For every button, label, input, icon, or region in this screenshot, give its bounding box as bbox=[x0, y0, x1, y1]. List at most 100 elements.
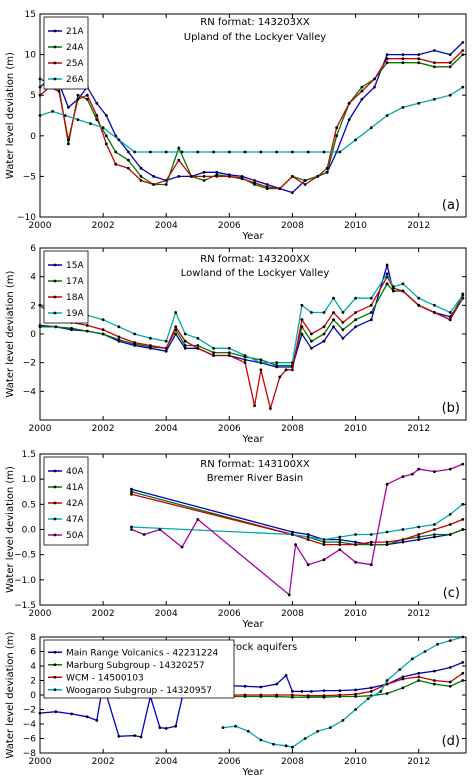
data-point bbox=[306, 694, 310, 698]
data-point bbox=[265, 185, 269, 189]
x-tick-label: 2006 bbox=[218, 757, 241, 767]
data-point bbox=[291, 150, 294, 154]
data-point bbox=[385, 482, 389, 486]
data-point bbox=[417, 57, 421, 61]
data-point bbox=[133, 341, 137, 344]
data-point bbox=[164, 179, 168, 182]
y-tick-label: 0.5 bbox=[22, 500, 36, 510]
data-point bbox=[259, 685, 263, 689]
legend-marker bbox=[53, 45, 57, 49]
x-axis-label: Year bbox=[241, 434, 264, 445]
data-point bbox=[373, 85, 376, 89]
y-tick-label: 2 bbox=[30, 677, 36, 687]
data-point bbox=[95, 101, 99, 105]
legend-marker bbox=[53, 650, 57, 654]
data-point bbox=[126, 158, 130, 162]
data-point bbox=[227, 346, 231, 350]
data-point bbox=[369, 296, 373, 300]
data-point bbox=[259, 368, 263, 372]
data-point bbox=[322, 538, 326, 541]
y-tick-label: −5 bbox=[23, 172, 36, 182]
legend-label: 42A bbox=[66, 499, 84, 509]
chart-panel-2: 2000 2002 2004 2006 2008 2010 2012 −4 −2 0 2 4 6 RN f… bbox=[5, 244, 467, 445]
data-point bbox=[360, 85, 364, 89]
data-point bbox=[347, 101, 351, 105]
data-point bbox=[149, 150, 152, 154]
legend-marker bbox=[53, 263, 57, 267]
data-point bbox=[392, 289, 395, 293]
data-point bbox=[164, 339, 168, 343]
data-point bbox=[335, 126, 338, 130]
data-point bbox=[448, 93, 452, 97]
data-point bbox=[130, 490, 133, 494]
data-point bbox=[366, 697, 370, 700]
data-point bbox=[85, 93, 89, 97]
data-point bbox=[215, 170, 219, 174]
data-point bbox=[291, 695, 294, 699]
data-point bbox=[354, 708, 357, 711]
data-point bbox=[401, 53, 405, 56]
data-point bbox=[401, 61, 405, 65]
x-tick-label: 2008 bbox=[281, 609, 304, 619]
data-point bbox=[341, 328, 345, 332]
data-point bbox=[369, 690, 373, 693]
legend-marker bbox=[53, 279, 57, 283]
panel-subtitle: Bremer River Basin bbox=[207, 473, 304, 484]
panel-tag: (c) bbox=[443, 586, 460, 601]
data-point bbox=[174, 311, 178, 314]
data-point bbox=[448, 680, 452, 684]
data-point bbox=[227, 351, 231, 354]
series-line-19a bbox=[39, 272, 464, 364]
data-point bbox=[448, 53, 452, 56]
data-point bbox=[234, 724, 238, 728]
data-point bbox=[104, 142, 108, 146]
data-point bbox=[196, 518, 200, 521]
data-point bbox=[433, 528, 436, 531]
data-point bbox=[180, 150, 184, 154]
data-point bbox=[275, 364, 279, 367]
data-point bbox=[149, 336, 152, 340]
data-point bbox=[67, 142, 70, 146]
data-point bbox=[310, 332, 313, 336]
data-point bbox=[322, 543, 326, 546]
chart-panel-3: 2000 2002 2004 2006 2008 2010 2012 −1.5 −1.0 −0.5… bbox=[5, 450, 467, 630]
data-point bbox=[291, 533, 294, 536]
x-tick-label: 2008 bbox=[281, 221, 304, 231]
data-point bbox=[322, 694, 326, 698]
data-point bbox=[294, 543, 297, 546]
data-point bbox=[433, 523, 436, 526]
data-point bbox=[322, 540, 326, 544]
data-point bbox=[411, 657, 414, 661]
x-tick-label: 2010 bbox=[344, 757, 367, 767]
data-point bbox=[284, 368, 288, 372]
data-point bbox=[259, 693, 263, 697]
data-point bbox=[212, 150, 216, 154]
data-point bbox=[183, 339, 187, 343]
legend-label: Woogaroo Subgroup - 14320957 bbox=[66, 686, 212, 696]
data-point bbox=[369, 318, 373, 322]
data-point bbox=[85, 324, 89, 327]
data-point bbox=[243, 361, 247, 365]
data-point bbox=[373, 77, 376, 81]
data-point bbox=[275, 150, 279, 154]
legend-label: 24A bbox=[66, 43, 84, 53]
y-tick-label: −8 bbox=[23, 749, 37, 759]
data-point bbox=[101, 126, 105, 130]
data-point bbox=[433, 669, 436, 673]
y-tick-label: −2 bbox=[23, 706, 36, 716]
data-point bbox=[101, 318, 105, 322]
data-point bbox=[76, 97, 80, 101]
data-point bbox=[174, 332, 178, 336]
data-point bbox=[417, 675, 421, 679]
data-point bbox=[448, 318, 452, 322]
legend-marker bbox=[53, 675, 57, 679]
data-point bbox=[369, 543, 373, 546]
data-point bbox=[104, 114, 108, 117]
legend: 15A 17A 18A 19A bbox=[43, 250, 89, 324]
data-point bbox=[117, 335, 121, 339]
legend-label: 41A bbox=[66, 483, 84, 493]
data-point bbox=[417, 101, 421, 105]
y-axis-label: Water level deviation (m) bbox=[5, 270, 16, 397]
panel-title: Bedrock aquifers bbox=[213, 642, 297, 653]
panel-title: RN format: 143200XX bbox=[200, 254, 310, 265]
